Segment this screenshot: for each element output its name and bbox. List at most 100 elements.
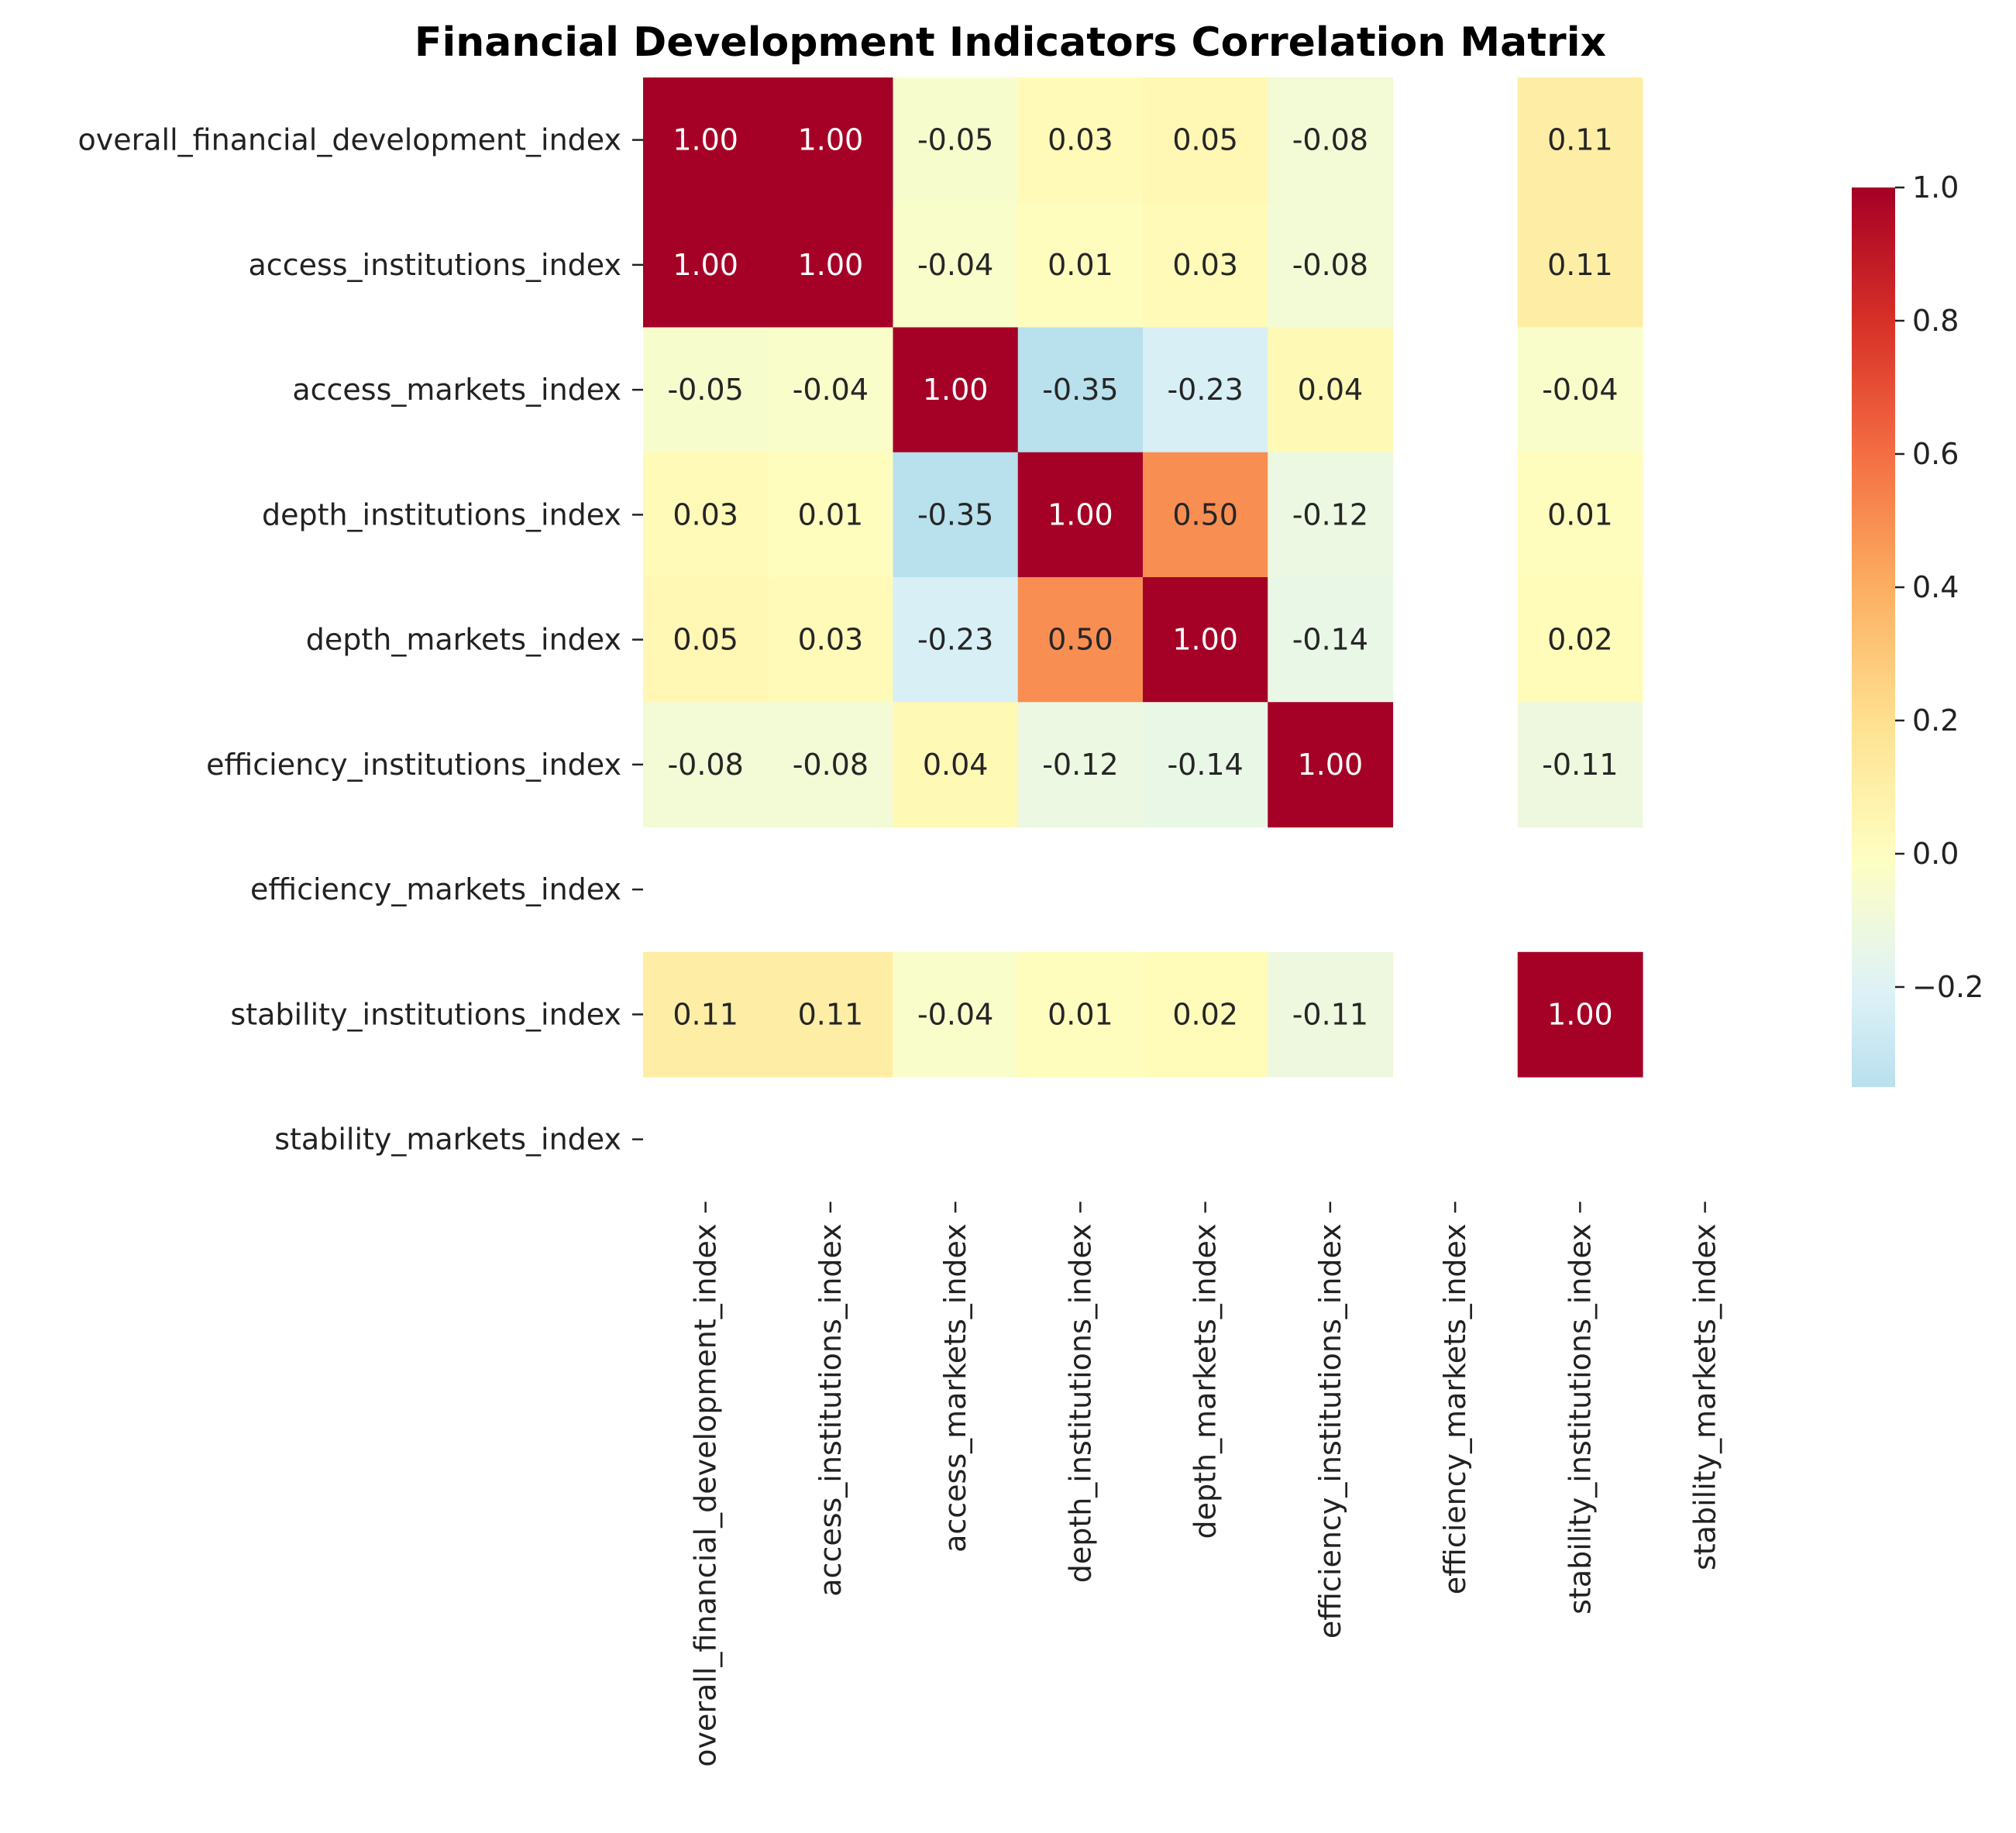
colorbar-tick-label: 0.2 xyxy=(1912,703,1959,738)
cell-value-label: 1.00 xyxy=(923,373,989,407)
colorbar-tick-label: 0.8 xyxy=(1912,304,1959,338)
heatmap-cell xyxy=(1143,577,1268,703)
cell-value-label: -0.04 xyxy=(917,248,993,282)
cell-value-label: -0.04 xyxy=(793,373,869,407)
heatmap-cell xyxy=(1143,202,1268,328)
heatmap-cell xyxy=(1143,327,1268,453)
heatmap-cell xyxy=(643,77,769,203)
colorbar-tick-label: 1.0 xyxy=(1912,170,1959,205)
heatmap-cell xyxy=(1268,452,1394,578)
heatmap-cell xyxy=(1017,327,1144,453)
x-axis: overall_financial_development_index acces… xyxy=(689,1202,1722,1767)
heatmap-cell xyxy=(1517,577,1643,703)
cell-value-label: -0.14 xyxy=(1167,748,1243,782)
y-tick-label: stability_institutions_index xyxy=(230,997,621,1031)
x-tick-label: access_institutions_index xyxy=(814,1223,848,1596)
heatmap-cell xyxy=(643,702,769,828)
colorbar-tick-label: 0.4 xyxy=(1912,570,1959,604)
cell-value-label: -0.08 xyxy=(793,748,869,782)
colorbar: 1.0 0.8 0.6 0.4 0.2 0.0 −0.2 xyxy=(1852,170,1983,1087)
colorbar-tick-label: 0.0 xyxy=(1912,837,1959,871)
heatmap-cell xyxy=(1517,951,1643,1078)
cell-value-label: 1.00 xyxy=(798,123,864,157)
x-tick-label: efficiency_institutions_index xyxy=(1313,1223,1347,1639)
cell-value-label: -0.35 xyxy=(917,497,993,531)
colorbar-tick-label: 0.6 xyxy=(1912,437,1959,471)
cell-value-label: 1.00 xyxy=(1048,497,1113,531)
cell-value-label: 0.05 xyxy=(673,623,738,657)
cell-value-label: 0.03 xyxy=(798,623,864,657)
heatmap-cell xyxy=(643,202,769,328)
chart-title: Financial Development Indicators Correla… xyxy=(415,19,1606,66)
heatmap-cell xyxy=(1143,452,1268,578)
cell-value-label: -0.04 xyxy=(1542,373,1618,407)
heatmap-cell xyxy=(893,452,1019,578)
cell-value-label: 0.02 xyxy=(1547,623,1613,657)
cell-value-label: 0.11 xyxy=(798,997,864,1031)
cell-value-label: 0.01 xyxy=(1048,248,1113,282)
cell-value-label: 1.00 xyxy=(673,123,738,157)
cell-value-label: 1.00 xyxy=(1172,623,1238,657)
heatmap-cell xyxy=(1143,77,1268,203)
cell-value-label: -0.08 xyxy=(1292,248,1368,282)
heatmap-cell xyxy=(1143,951,1268,1078)
heatmap-cell xyxy=(768,577,894,703)
heatmap-cell xyxy=(643,577,769,703)
heatmap-cell xyxy=(893,327,1019,453)
x-tick-label: stability_markets_index xyxy=(1688,1223,1722,1570)
y-tick-label: depth_markets_index xyxy=(306,623,621,657)
heatmap-cell xyxy=(1017,951,1144,1078)
y-tick-label: efficiency_institutions_index xyxy=(206,748,621,782)
y-tick-label: depth_institutions_index xyxy=(262,497,621,531)
heatmap-cell xyxy=(1517,77,1643,203)
cell-value-label: 0.50 xyxy=(1172,497,1238,531)
y-tick-label: overall_financial_development_index xyxy=(78,123,621,157)
colorbar-tick-label: −0.2 xyxy=(1912,970,1983,1004)
cell-value-label: 0.05 xyxy=(1172,123,1238,157)
x-tick-label: efficiency_markets_index xyxy=(1438,1223,1472,1594)
heatmap-cell xyxy=(643,327,769,453)
heatmap-cell xyxy=(893,951,1019,1078)
cell-value-label: -0.08 xyxy=(667,748,743,782)
x-tick-label: depth_institutions_index xyxy=(1063,1223,1097,1583)
y-tick-label: access_markets_index xyxy=(292,373,621,407)
heatmap-cell xyxy=(1517,702,1643,828)
cell-value-label: -0.35 xyxy=(1042,373,1118,407)
cell-value-label: -0.11 xyxy=(1542,748,1618,782)
heatmap-cell xyxy=(1268,951,1394,1078)
cell-value-label: 1.00 xyxy=(1547,997,1613,1031)
heatmap-cell xyxy=(768,452,894,578)
heatmap-cell xyxy=(1017,202,1144,328)
cell-value-label: -0.14 xyxy=(1292,623,1368,657)
cell-value-label: 1.00 xyxy=(1298,748,1364,782)
heatmap-cell xyxy=(893,702,1019,828)
x-tick-label: stability_institutions_index xyxy=(1563,1223,1597,1615)
cell-value-label: 0.03 xyxy=(673,497,738,531)
heatmap-cell xyxy=(1268,202,1394,328)
cell-value-label: -0.05 xyxy=(917,123,993,157)
y-tick-label: access_institutions_index xyxy=(249,248,621,282)
cell-value-label: -0.12 xyxy=(1292,497,1368,531)
colorbar-gradient xyxy=(1852,187,1895,1087)
y-tick-label: stability_markets_index xyxy=(274,1123,621,1157)
cell-value-label: -0.08 xyxy=(1292,123,1368,157)
heatmap-cell xyxy=(768,77,894,203)
heatmap-cell xyxy=(643,951,769,1078)
cell-value-label: 0.50 xyxy=(1048,623,1113,657)
cell-value-label: 0.01 xyxy=(1547,497,1613,531)
cell-value-label: 0.11 xyxy=(1547,248,1613,282)
cell-value-label: 0.04 xyxy=(1298,373,1364,407)
cell-value-label: 1.00 xyxy=(673,248,738,282)
heatmap-cell xyxy=(1268,77,1394,203)
cell-value-label: 0.03 xyxy=(1048,123,1113,157)
heatmap-cell-labels: 1.00 1.00 -0.05 0.03 0.05 -0.08 0.11 1.00 1.00 -0… xyxy=(667,123,1618,1032)
cell-value-label: 0.04 xyxy=(923,748,989,782)
heatmap-cell xyxy=(1268,702,1394,828)
cell-value-label: 1.00 xyxy=(798,248,864,282)
heatmap-cell xyxy=(768,951,894,1078)
heatmap-cell xyxy=(1017,452,1144,578)
x-tick-label: overall_financial_development_index xyxy=(689,1223,723,1766)
cell-value-label: -0.05 xyxy=(667,373,743,407)
heatmap-cell xyxy=(1017,577,1144,703)
